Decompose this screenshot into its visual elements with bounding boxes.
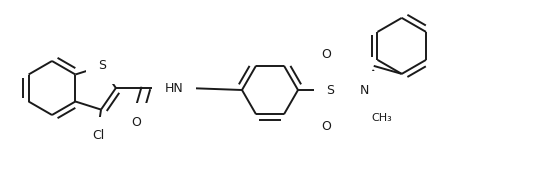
Text: N: N xyxy=(360,84,369,96)
Text: Cl: Cl xyxy=(92,129,104,142)
Text: S: S xyxy=(98,59,106,72)
Text: S: S xyxy=(326,84,334,96)
Text: O: O xyxy=(321,47,331,61)
Text: O: O xyxy=(131,116,141,128)
Text: CH₃: CH₃ xyxy=(372,113,392,123)
Text: HN: HN xyxy=(164,82,183,94)
Text: O: O xyxy=(321,119,331,133)
